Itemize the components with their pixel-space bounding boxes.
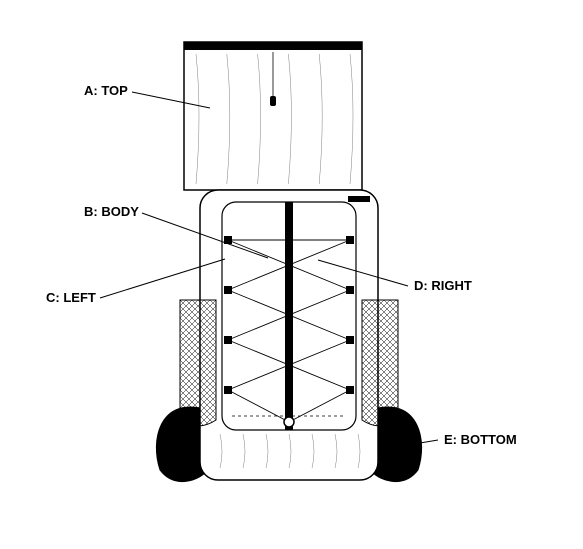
- brand-tab: [348, 196, 370, 202]
- top-toggle: [270, 96, 276, 106]
- label-a: A: TOP: [84, 83, 128, 98]
- side-mesh-right: [362, 300, 398, 426]
- top-rim: [184, 42, 362, 50]
- label-d: D: RIGHT: [414, 278, 472, 293]
- backpack-diagram: A: TOP B: BODY C: LEFT D: RIGHT E: BOTTOM: [0, 0, 583, 549]
- backpack: [156, 42, 421, 482]
- label-b: B: BODY: [84, 204, 139, 219]
- bottom-loop: [284, 417, 294, 427]
- label-e: E: BOTTOM: [444, 432, 517, 447]
- label-c: C: LEFT: [46, 290, 96, 305]
- side-mesh-left: [180, 300, 216, 426]
